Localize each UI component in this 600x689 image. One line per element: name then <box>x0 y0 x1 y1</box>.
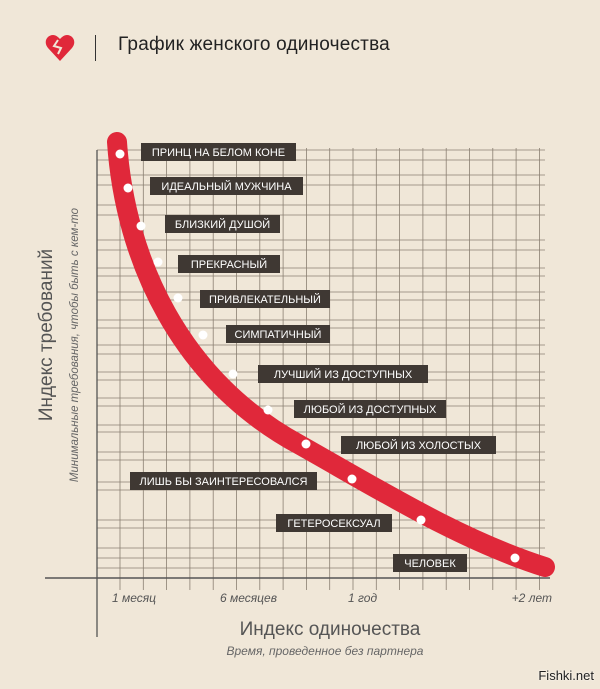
data-point <box>510 553 520 563</box>
point-label-box <box>150 177 303 195</box>
point-label-box <box>276 514 392 532</box>
x-axis-label: Индекс одиночества <box>239 619 421 640</box>
point-label: ЛИШЬ БЫ ЗАИНТЕРЕСОВАЛСЯ <box>140 476 308 488</box>
point-label-box <box>258 365 428 383</box>
point-label-box <box>130 472 317 490</box>
x-tick-label: +2 лет <box>512 591 552 605</box>
point-label-box <box>178 255 280 273</box>
data-point <box>173 293 183 303</box>
data-point <box>347 474 357 484</box>
watermark: Fishki.net <box>538 668 594 683</box>
data-point <box>416 515 426 525</box>
broken-heart-icon <box>45 35 75 61</box>
x-tick-label: 1 месяц <box>112 591 156 605</box>
point-label-box <box>200 290 330 308</box>
x-tick-label: 6 месяцев <box>220 591 277 605</box>
point-label: СИМПАТИЧНЫЙ <box>235 328 322 341</box>
point-label-box <box>226 325 330 343</box>
header-divider <box>95 35 96 61</box>
point-label: ПРИВЛЕКАТЕЛЬНЫЙ <box>209 293 321 306</box>
point-label: ПРЕКРАСНЫЙ <box>191 258 267 271</box>
point-label: ИДЕАЛЬНЫЙ МУЖЧИНА <box>161 180 292 193</box>
point-label: БЛИЗКИЙ ДУШОЙ <box>175 218 270 231</box>
point-label-box <box>393 554 467 572</box>
point-label: ЛЮБОЙ ИЗ ХОЛОСТЫХ <box>356 439 482 452</box>
point-label: ПРИНЦ НА БЕЛОМ КОНЕ <box>152 147 285 159</box>
data-point <box>153 257 163 267</box>
data-point <box>123 183 133 193</box>
point-label: ЧЕЛОВЕК <box>404 558 456 570</box>
x-axis-sublabel: Время, проведенное без партнера <box>226 644 424 658</box>
y-axis-sublabel: Минимальные требования, чтобы быть с кем… <box>69 207 81 483</box>
x-tick-label: 1 год <box>348 591 377 605</box>
data-point <box>198 330 208 340</box>
data-point <box>228 369 238 379</box>
y-axis-label: Индекс требований <box>36 248 57 422</box>
data-point <box>301 439 311 449</box>
data-point <box>115 149 125 159</box>
page-title: График женского одиночества <box>118 34 390 55</box>
point-label-box <box>294 400 446 418</box>
point-label: ГЕТЕРОСЕКСУАЛ <box>287 518 380 530</box>
point-label: ЛУЧШИЙ ИЗ ДОСТУПНЫХ <box>274 368 413 381</box>
data-point <box>136 221 146 231</box>
point-label: ЛЮБОЙ ИЗ ДОСТУПНЫХ <box>304 403 437 416</box>
point-label-box <box>341 436 496 454</box>
requirement-curve <box>107 132 555 577</box>
point-label-box <box>165 215 280 233</box>
point-label-box <box>141 143 296 161</box>
data-point <box>263 405 273 415</box>
